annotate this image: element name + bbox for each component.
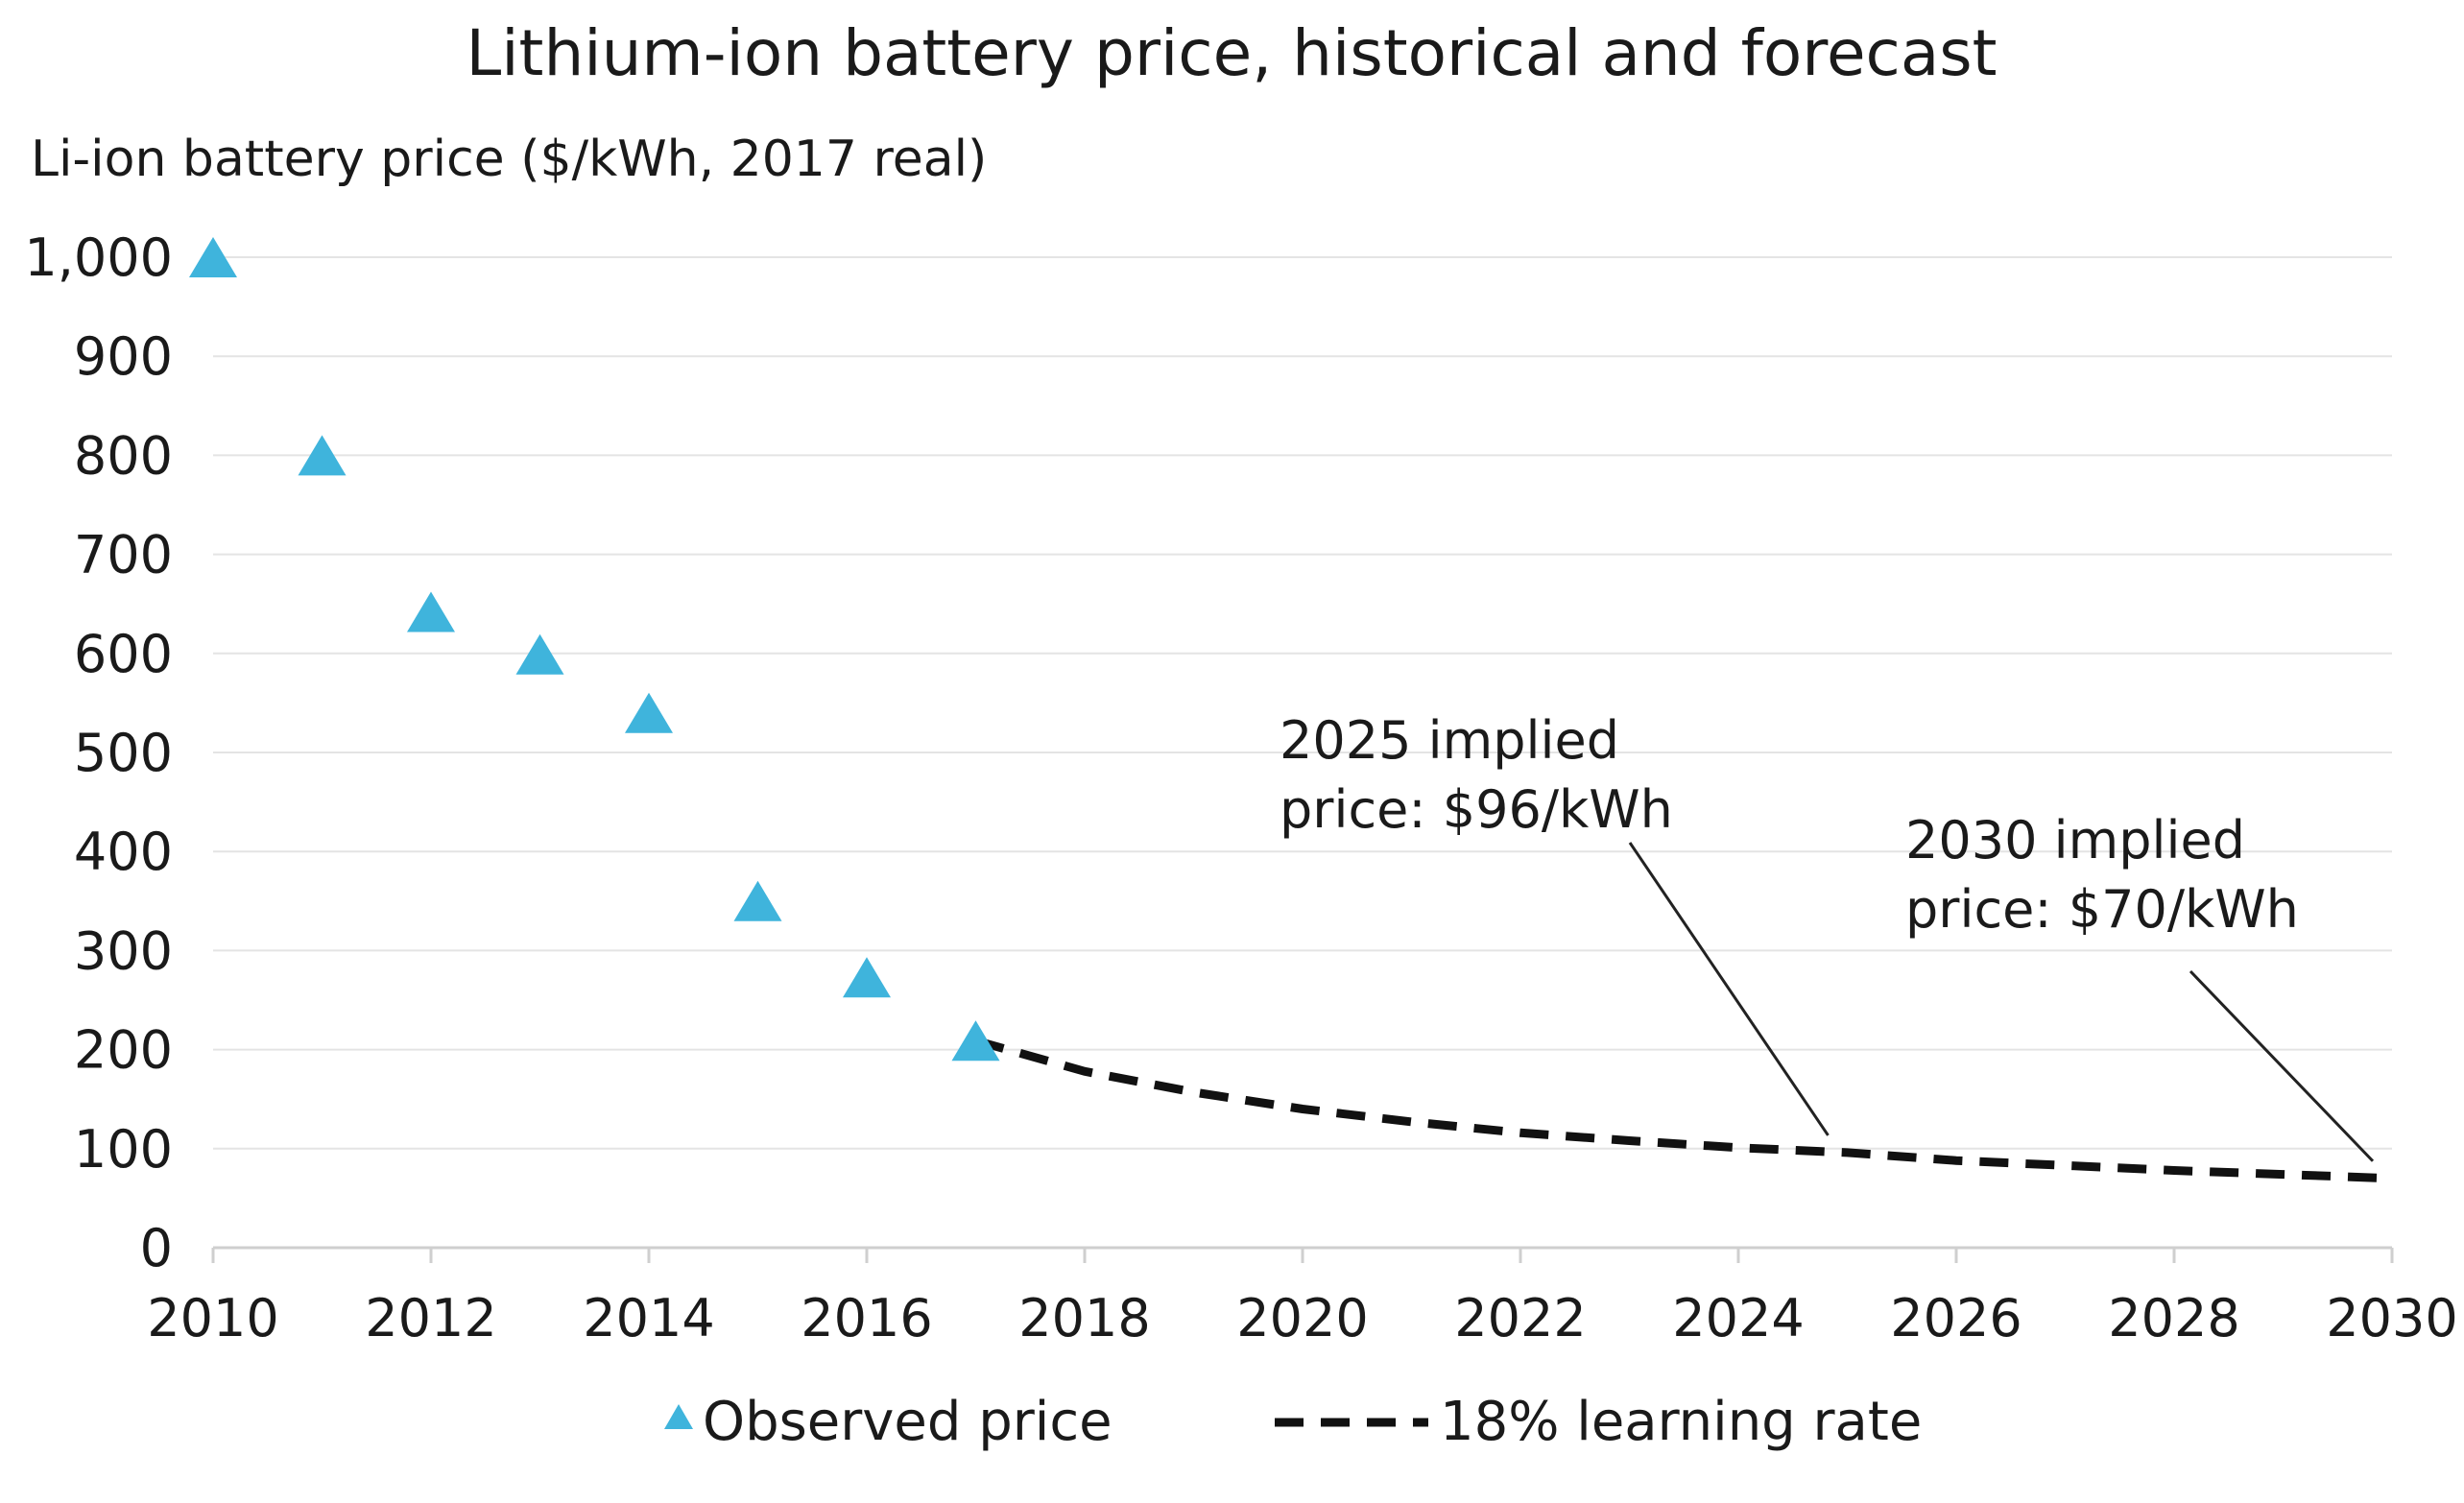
x-tick-label: 2012 bbox=[365, 1288, 496, 1348]
y-axis-label: Li-ion battery price ($/kWh, 2017 real) bbox=[31, 131, 987, 188]
y-tick-label: 0 bbox=[140, 1218, 173, 1278]
annotation-line-2: price: $96/kWh bbox=[1280, 779, 1673, 840]
x-tick-label: 2020 bbox=[1236, 1288, 1368, 1348]
y-tick-labels: 0 100 200 300 400 500 600 700 800 900 1,000 bbox=[24, 227, 173, 1278]
legend: Observed price 18% learning rate bbox=[664, 1391, 1922, 1453]
legend-observed-marker bbox=[664, 1404, 693, 1429]
y-tick-label: 100 bbox=[74, 1119, 173, 1180]
y-tick-label: 300 bbox=[74, 920, 173, 981]
legend-observed-label: Observed price bbox=[703, 1391, 1112, 1453]
x-tick-label: 2016 bbox=[801, 1288, 932, 1348]
y-tick-label: 700 bbox=[74, 525, 173, 585]
observed-price-marker bbox=[407, 591, 455, 632]
y-tick-label: 1,000 bbox=[24, 227, 173, 288]
x-tick-label: 2028 bbox=[2108, 1288, 2239, 1348]
y-tick-label: 500 bbox=[74, 723, 173, 783]
x-tick-label: 2010 bbox=[147, 1288, 278, 1348]
y-tick-label: 900 bbox=[74, 326, 173, 387]
y-tick-label: 400 bbox=[74, 822, 173, 882]
observed-price-marker bbox=[298, 435, 347, 476]
x-tick-label: 2026 bbox=[1890, 1288, 2021, 1348]
forecast-line bbox=[974, 1036, 2393, 1183]
annotation-line-1: 2030 implied bbox=[1905, 810, 2245, 871]
x-tick-label: 2018 bbox=[1018, 1288, 1150, 1348]
annotation-leader-line bbox=[1628, 842, 1830, 1136]
x-tick-label: 2030 bbox=[2326, 1288, 2457, 1348]
x-tick-label: 2022 bbox=[1454, 1288, 1586, 1348]
x-tick-label: 2014 bbox=[583, 1288, 714, 1348]
observed-price-marker bbox=[189, 237, 237, 277]
observed-price-marker bbox=[515, 633, 564, 675]
observed-price-marker bbox=[843, 957, 891, 998]
y-tick-label: 200 bbox=[74, 1020, 173, 1081]
annotation-line-1: 2025 implied bbox=[1280, 710, 1619, 771]
chart-title: Lithium-ion battery price, historical an… bbox=[466, 16, 1997, 90]
observed-points-layer bbox=[189, 237, 1000, 1062]
forecast-line-layer bbox=[974, 1036, 2393, 1183]
x-tick-labels: 2010 2012 2014 2016 2018 2020 2022 2024 2026 2028… bbox=[147, 1248, 2458, 1348]
annotation-line-2: price: $70/kWh bbox=[1905, 879, 2299, 940]
y-tick-label: 600 bbox=[74, 624, 173, 684]
observed-price-marker bbox=[733, 880, 782, 921]
annotations: 2025 implied price: $96/kWh 2030 implied pr… bbox=[1280, 710, 2375, 1162]
legend-forecast-label: 18% learning rate bbox=[1440, 1391, 1922, 1453]
annotation-leader-line bbox=[2189, 969, 2375, 1162]
observed-price-marker bbox=[625, 692, 673, 733]
observed-price-marker bbox=[951, 1020, 1000, 1062]
x-tick-label: 2024 bbox=[1672, 1288, 1804, 1348]
y-tick-label: 800 bbox=[74, 425, 173, 486]
gridlines bbox=[213, 256, 2392, 1250]
